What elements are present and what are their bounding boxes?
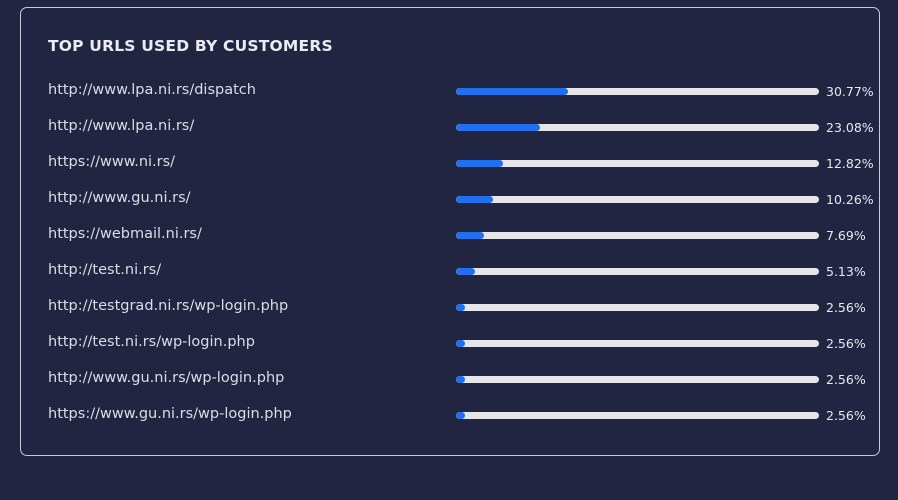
usage-bar-track [456,376,819,383]
usage-bar-fill [456,268,475,275]
usage-bar-fill [456,340,466,347]
usage-percent: 2.56% [826,408,866,423]
url-label: https://www.ni.rs/ [48,154,176,170]
usage-bar-fill [456,88,568,95]
usage-percent: 2.56% [826,300,866,315]
url-row: http://test.ni.rs/wp-login.php 2.56% [21,332,879,368]
usage-bar-fill [456,304,466,311]
url-row: http://test.ni.rs/5.13% [21,260,879,296]
usage-percent: 12.82% [826,156,874,171]
usage-bar-track [456,196,819,203]
usage-bar-fill [456,376,466,383]
usage-percent: 10.26% [826,192,874,207]
usage-bar-track [456,124,819,131]
top-urls-card: TOP URLS USED BY CUSTOMERS http://www.lp… [20,7,880,456]
usage-bar-track [456,232,819,239]
url-label: http://test.ni.rs/ [48,262,162,278]
usage-percent: 7.69% [826,228,866,243]
url-row: http://www.gu.ni.rs/10.26% [21,188,879,224]
url-row: https://www.ni.rs/12.82% [21,152,879,188]
url-label: http://www.gu.ni.rs/wp-login.php [48,370,285,386]
url-row: http://www.lpa.ni.rs/23.08% [21,116,879,152]
url-label: https://webmail.ni.rs/ [48,226,202,242]
url-row: http://testgrad.ni.rs/wp-login.php 2.56% [21,296,879,332]
url-label: http://testgrad.ni.rs/wp-login.php [48,298,289,314]
url-label: http://www.gu.ni.rs/ [48,190,191,206]
url-label: http://www.lpa.ni.rs/ [48,118,195,134]
usage-bar-fill [456,232,484,239]
url-label: https://www.gu.ni.rs/wp-login.php [48,406,292,422]
usage-bar-track [456,304,819,311]
url-row: http://www.lpa.ni.rs/dispatch 30.77% [21,80,879,116]
usage-percent: 30.77% [826,84,874,99]
usage-bar-fill [456,124,540,131]
usage-bar-track [456,88,819,95]
url-label: http://test.ni.rs/wp-login.php [48,334,255,350]
card-title: TOP URLS USED BY CUSTOMERS [48,37,333,55]
url-label: http://www.lpa.ni.rs/dispatch [48,82,256,98]
usage-percent: 2.56% [826,372,866,387]
usage-bar-fill [456,160,503,167]
usage-bar-fill [456,196,494,203]
usage-bar-track [456,268,819,275]
usage-percent: 23.08% [826,120,874,135]
usage-percent: 5.13% [826,264,866,279]
usage-bar-fill [456,412,466,419]
url-row: https://webmail.ni.rs/7.69% [21,224,879,260]
url-row: http://www.gu.ni.rs/wp-login.php 2.56% [21,368,879,404]
usage-bar-track [456,340,819,347]
usage-bar-track [456,412,819,419]
url-row: https://www.gu.ni.rs/wp-login.php 2.56% [21,404,879,440]
usage-percent: 2.56% [826,336,866,351]
usage-bar-track [456,160,819,167]
